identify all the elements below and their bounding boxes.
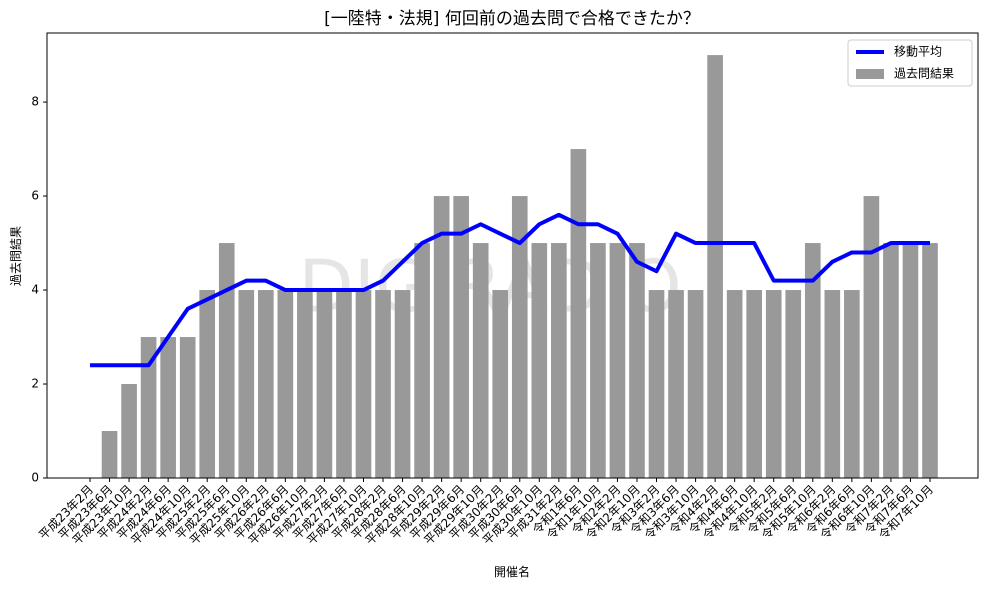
- line: [90, 212, 930, 368]
- bar: [922, 243, 938, 478]
- bar: [218, 243, 235, 478]
- bar: [902, 243, 919, 478]
- x-axis-label: 開催名: [494, 564, 530, 579]
- y-tick-label: 8: [31, 95, 39, 109]
- bar: [472, 243, 489, 478]
- bar: [844, 290, 860, 478]
- bar: [336, 290, 352, 478]
- bar: [707, 55, 723, 478]
- bar: [199, 290, 216, 478]
- bar: [531, 243, 548, 478]
- bar: [629, 243, 645, 478]
- bar: [883, 243, 899, 478]
- bar: [492, 290, 509, 478]
- bar: [394, 290, 411, 478]
- bar: [160, 337, 176, 478]
- bar: [121, 384, 137, 478]
- bar: [785, 290, 802, 478]
- bar: [140, 337, 157, 478]
- bar: [511, 196, 528, 479]
- bar: [179, 337, 196, 478]
- bar: [375, 290, 391, 478]
- bar: [609, 243, 626, 478]
- legend-label: 過去問結果: [894, 67, 954, 81]
- legend-label: 移動平均: [894, 45, 942, 59]
- bar: [590, 243, 606, 478]
- bar: [570, 149, 587, 478]
- y-tick-label: 2: [31, 377, 39, 391]
- bar: [453, 196, 469, 479]
- y-tick-label: 0: [31, 471, 39, 485]
- bar: [433, 196, 450, 479]
- bar: [297, 290, 313, 478]
- bar: [668, 290, 684, 478]
- bar: [863, 196, 880, 479]
- bar: [238, 290, 255, 478]
- bar: [414, 243, 430, 478]
- bar: [824, 290, 841, 478]
- plot-frame: [46, 32, 979, 479]
- bar: [746, 290, 762, 478]
- bar: [804, 243, 821, 478]
- bar: [101, 431, 118, 478]
- bar: [277, 290, 294, 478]
- bar: [726, 290, 743, 478]
- y-tick-label: 6: [31, 189, 39, 203]
- bar: [316, 290, 333, 478]
- y-tick-label: 4: [31, 283, 39, 297]
- y-axis-label: 過去問結果: [9, 226, 23, 286]
- bar: [648, 290, 665, 478]
- bar: [687, 290, 704, 478]
- bar: [765, 290, 782, 478]
- bar: [355, 290, 372, 478]
- bar: [551, 243, 567, 478]
- chart-title: [一陸特・法規] 何回前の過去問で合格できたか？: [324, 9, 700, 29]
- legend-swatch: [856, 69, 884, 79]
- bar: [258, 290, 274, 478]
